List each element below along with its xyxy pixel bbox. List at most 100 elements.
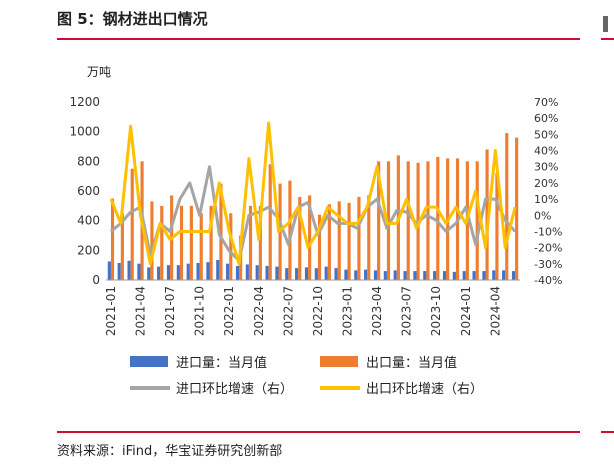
left-axis-tick-label: 600 <box>77 184 100 198</box>
import-bar <box>393 270 397 280</box>
export-bar <box>475 161 479 280</box>
import-bar <box>324 266 328 280</box>
right-axis-tick-label: 0% <box>534 209 551 222</box>
export-bar <box>298 196 302 280</box>
x-axis-tick-label: 2023-01 <box>341 286 355 336</box>
source-note: 资料来源：iFind，华宝证券研究创新部 <box>57 444 283 459</box>
import-bar <box>295 268 299 280</box>
right-axis-tick-label: -10% <box>534 225 562 238</box>
left-axis-tick-label: 1200 <box>69 95 100 109</box>
legend-label: 出口量：当月值 <box>366 355 457 371</box>
x-axis-tick-label: 2021-10 <box>193 286 207 336</box>
export-bar <box>130 168 134 280</box>
export-bar <box>229 213 233 280</box>
export-bar <box>495 173 499 280</box>
import-bar <box>226 263 230 280</box>
right-axis-tick-label: 70% <box>534 96 558 109</box>
right-axis: -40% -30% -20% -10% 0% 10% 20% 30% 40% 50% 60% 70% <box>534 96 562 287</box>
import-bar <box>107 261 111 280</box>
right-axis-tick-label: 10% <box>534 193 558 206</box>
x-axis-tick-label: 2022-01 <box>222 286 236 336</box>
import-bar <box>354 270 358 280</box>
legend-swatch <box>130 356 168 367</box>
export-bar <box>436 156 440 280</box>
x-axis-tick-label: 2024-01 <box>459 286 473 336</box>
export-bar <box>357 196 361 280</box>
import-bar <box>147 267 151 280</box>
import-bar <box>334 268 338 280</box>
left-axis: 0 200 400 600 800 1000 1200 <box>69 95 100 287</box>
x-axis-tick-label: 2022-10 <box>311 286 325 336</box>
export-bar <box>209 205 213 280</box>
left-axis-tick-label: 800 <box>77 154 100 168</box>
export-bar <box>337 201 341 280</box>
import-bar <box>502 270 506 280</box>
import-bar <box>472 271 476 280</box>
import-bar <box>216 259 220 280</box>
legend-swatch <box>320 356 358 367</box>
export-bar <box>505 133 509 280</box>
import-bar <box>442 271 447 280</box>
import-bar <box>511 271 516 280</box>
import-bar <box>285 268 289 280</box>
export-bar <box>189 205 193 280</box>
export-bar <box>160 205 164 280</box>
import-bar <box>275 266 279 280</box>
right-axis-tick-label: 30% <box>534 161 558 174</box>
right-axis-tick-label: 20% <box>534 177 558 190</box>
export-bar <box>406 161 410 280</box>
x-axis-tick-label: 2021-01 <box>104 286 118 336</box>
import-bar <box>245 264 249 280</box>
import-bar <box>255 265 259 280</box>
import-bar <box>304 267 309 280</box>
adjacent-figure-divider-bottom <box>601 431 614 433</box>
x-axis-tick-label: 2022-04 <box>252 286 266 336</box>
left-axis-tick-label: 1000 <box>69 125 100 139</box>
legend-label: 进口环比增速（右） <box>176 382 293 397</box>
import-bar <box>383 271 387 280</box>
x-axis-tick-label: 2021-07 <box>163 286 177 336</box>
import-bar <box>344 269 348 280</box>
right-axis-tick-label: 50% <box>534 128 558 141</box>
export-bar <box>327 204 331 280</box>
import-bar <box>196 262 200 280</box>
export-bar <box>485 149 489 280</box>
right-axis-tick-label: 60% <box>534 112 558 125</box>
export-bar <box>268 164 272 280</box>
import-bar <box>492 270 496 280</box>
left-axis-tick-label: 200 <box>77 243 100 257</box>
export-bar <box>347 202 351 280</box>
figure-title: 图 5：钢材进出口情况 <box>57 10 208 28</box>
import-bar <box>206 262 210 280</box>
adjacent-figure-divider <box>601 38 614 40</box>
export-bar <box>258 205 262 280</box>
export-bar <box>317 214 322 280</box>
import-bar <box>137 263 141 280</box>
import-bar <box>452 271 456 280</box>
import-bar <box>176 265 180 280</box>
import-bar <box>314 268 318 280</box>
export-bar <box>199 213 203 280</box>
export-bar <box>110 198 115 280</box>
import-bar <box>373 270 378 280</box>
import-bar <box>157 266 161 280</box>
x-axis-tick-label: 2024-04 <box>488 286 502 336</box>
import-bar <box>462 271 466 280</box>
right-axis-tick-label: 40% <box>534 145 558 158</box>
import-bar <box>413 271 417 280</box>
import-mom-growth-line <box>109 165 517 263</box>
bottom-divider <box>57 431 580 433</box>
steel-import-export-chart: 万吨 0 200 400 600 800 1000 1200 -40% -30% -20% -10… <box>69 65 562 397</box>
legend-label: 出口环比增速（右） <box>366 382 483 397</box>
import-bar <box>364 269 368 280</box>
export-bar <box>377 161 381 280</box>
import-bar <box>265 265 269 280</box>
x-axis-tick-label: 2023-10 <box>429 286 443 336</box>
export-bar <box>219 183 223 280</box>
export-bar <box>367 195 371 280</box>
import-bar <box>127 260 131 280</box>
right-axis-tick-label: -40% <box>534 274 562 287</box>
export-bar <box>150 201 154 280</box>
line-series <box>109 121 517 266</box>
